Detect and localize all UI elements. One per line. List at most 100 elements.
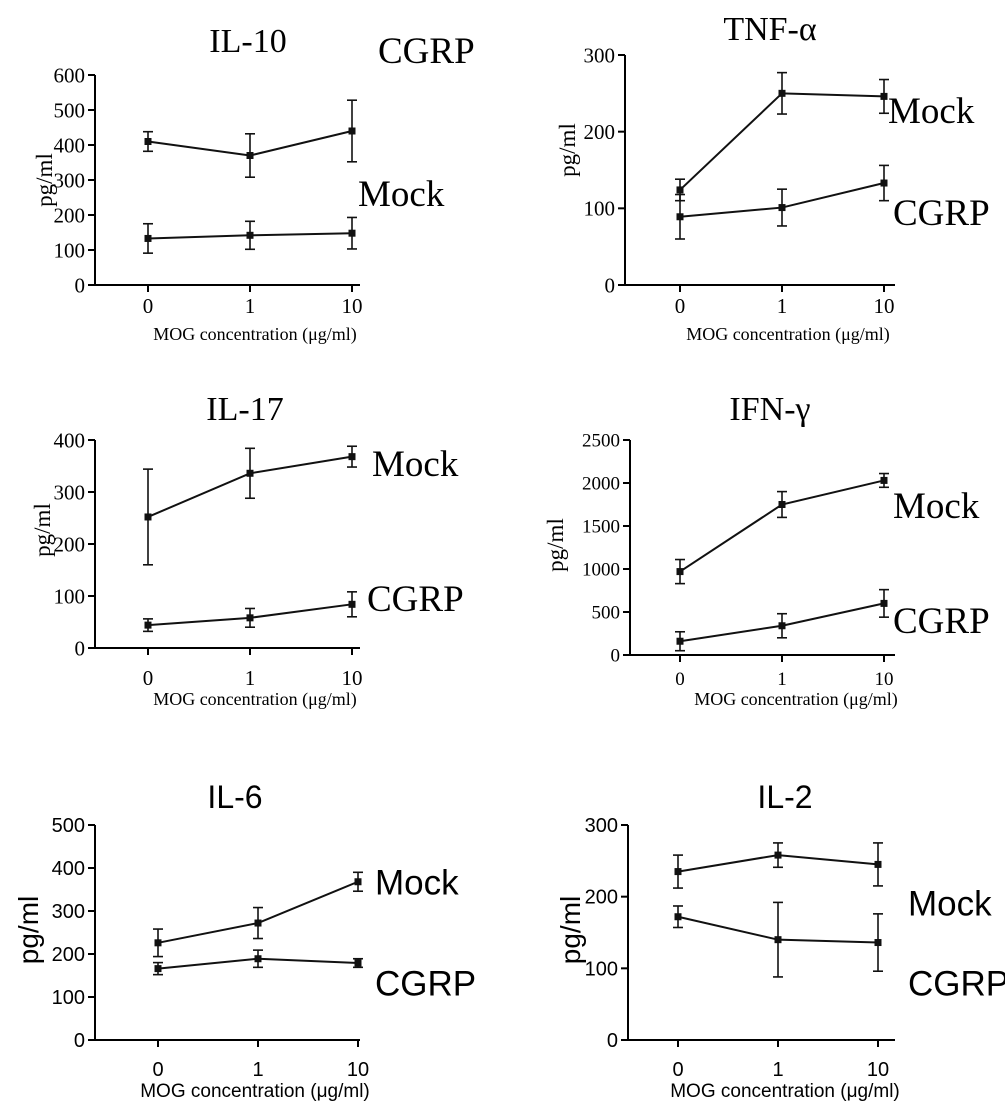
y-tick-label: 400 bbox=[54, 428, 86, 452]
y-tick-label: 200 bbox=[585, 887, 618, 909]
data-point bbox=[676, 213, 684, 221]
y-tick-label: 300 bbox=[54, 480, 86, 504]
y-tick-label: 300 bbox=[585, 815, 618, 837]
data-point bbox=[674, 913, 682, 921]
y-tick-label: 200 bbox=[54, 203, 86, 227]
series-label: CGRP bbox=[375, 964, 476, 1003]
y-tick-label: 100 bbox=[585, 958, 618, 980]
chart-title: IL-10 bbox=[209, 23, 286, 60]
x-tick-label: 0 bbox=[143, 666, 154, 690]
series-label: CGRP bbox=[378, 31, 475, 72]
series-label: Mock bbox=[372, 444, 459, 485]
y-tick-label: 300 bbox=[52, 901, 85, 923]
x-tick-label: 0 bbox=[672, 1059, 683, 1081]
data-point bbox=[674, 868, 682, 876]
data-point bbox=[154, 965, 162, 973]
y-axis-label: pg/ml bbox=[543, 518, 568, 572]
series-label: CGRP bbox=[893, 193, 990, 234]
y-tick-label: 0 bbox=[74, 1030, 85, 1052]
series-label: CGRP bbox=[367, 579, 464, 620]
chart-title: IFN-γ bbox=[729, 391, 810, 428]
chart-panel: IL-6 0 100 200 300 400 500 0 1 10 pg/ml MOG concent… bbox=[13, 779, 476, 1102]
chart-panel: IL-10 0 100 200 300 400 500 600 0 1 10 pg/ml MOG con… bbox=[32, 23, 475, 345]
x-tick-label: 10 bbox=[347, 1059, 369, 1081]
x-tick-label: 1 bbox=[252, 1059, 263, 1081]
data-point bbox=[778, 89, 786, 97]
y-tick-label: 100 bbox=[54, 584, 86, 608]
data-point bbox=[144, 621, 152, 629]
y-tick-label: 400 bbox=[54, 133, 86, 157]
y-tick-label: 100 bbox=[54, 238, 86, 262]
data-point bbox=[880, 179, 888, 187]
y-tick-label: 200 bbox=[584, 120, 616, 144]
data-point bbox=[874, 939, 882, 947]
series-label: Mock bbox=[908, 884, 992, 923]
data-point bbox=[778, 204, 786, 212]
data-point bbox=[246, 231, 254, 239]
data-point bbox=[880, 599, 888, 607]
data-point bbox=[254, 919, 262, 927]
data-point bbox=[778, 501, 786, 508]
chart-panel: IL-2 0 100 200 300 0 1 10 pg/ml MOG concentration… bbox=[555, 779, 1005, 1102]
x-axis-label: MOG concentration (μg/ml) bbox=[686, 324, 890, 345]
chart-panel: IL-17 0 100 200 300 400 0 1 10 pg/ml MOG concentra… bbox=[30, 391, 464, 710]
y-tick-label: 0 bbox=[605, 273, 616, 297]
y-tick-label: 100 bbox=[584, 197, 616, 221]
y-tick-label: 200 bbox=[52, 944, 85, 966]
series-label: CGRP bbox=[908, 964, 1005, 1003]
x-tick-label: 0 bbox=[675, 294, 686, 318]
y-tick-label: 500 bbox=[54, 98, 86, 122]
x-axis-label: MOG concentration (μg/ml) bbox=[153, 324, 357, 345]
data-point bbox=[348, 453, 356, 461]
x-tick-label: 10 bbox=[875, 669, 894, 690]
y-tick-label: 100 bbox=[52, 987, 85, 1009]
y-tick-label: 2500 bbox=[582, 431, 620, 452]
y-tick-label: 400 bbox=[52, 858, 85, 880]
y-tick-label: 0 bbox=[75, 636, 86, 660]
series-label: CGRP bbox=[893, 601, 990, 642]
y-tick-label: 300 bbox=[584, 43, 616, 67]
y-axis-label: pg/ml bbox=[13, 896, 44, 964]
y-axis-label: pg/ml bbox=[555, 896, 586, 964]
y-tick-label: 0 bbox=[611, 646, 621, 667]
y-axis-label: pg/ml bbox=[555, 123, 580, 177]
chart-panel: TNF-α 0 100 200 300 0 1 10 pg/ml MOG concentratio… bbox=[555, 11, 990, 345]
chart-title: TNF-α bbox=[723, 11, 817, 48]
x-axis-label: MOG concentration (μg/ml) bbox=[694, 689, 898, 710]
data-point bbox=[676, 186, 684, 194]
data-point bbox=[246, 469, 254, 477]
data-point bbox=[778, 622, 786, 630]
y-tick-label: 2000 bbox=[582, 474, 620, 495]
data-point bbox=[154, 939, 162, 947]
y-tick-label: 0 bbox=[607, 1030, 618, 1052]
data-point bbox=[246, 152, 254, 159]
data-point bbox=[676, 568, 684, 576]
data-point bbox=[874, 860, 882, 868]
series-label: Mock bbox=[893, 486, 980, 527]
y-tick-label: 200 bbox=[54, 532, 86, 556]
data-point bbox=[348, 600, 356, 608]
y-tick-label: 0 bbox=[75, 273, 86, 297]
x-tick-label: 0 bbox=[152, 1059, 163, 1081]
x-axis-label: MOG concentration (μg/ml) bbox=[140, 1081, 370, 1102]
y-tick-label: 1000 bbox=[582, 560, 620, 581]
data-point bbox=[880, 92, 888, 100]
data-point bbox=[144, 234, 152, 242]
x-tick-label: 10 bbox=[342, 294, 363, 318]
data-point bbox=[354, 878, 362, 886]
data-point bbox=[880, 476, 888, 484]
data-point bbox=[774, 936, 782, 944]
data-point bbox=[246, 614, 254, 622]
x-tick-label: 1 bbox=[777, 669, 787, 690]
x-tick-label: 1 bbox=[245, 666, 256, 690]
x-tick-label: 1 bbox=[777, 294, 788, 318]
chart-title: IL-6 bbox=[207, 779, 262, 815]
y-tick-label: 500 bbox=[52, 815, 85, 837]
x-tick-label: 1 bbox=[245, 294, 256, 318]
x-tick-label: 10 bbox=[874, 294, 895, 318]
y-tick-label: 300 bbox=[54, 168, 86, 192]
y-axis-label: pg/ml bbox=[30, 503, 55, 557]
data-point bbox=[254, 955, 262, 963]
data-point bbox=[676, 637, 684, 645]
